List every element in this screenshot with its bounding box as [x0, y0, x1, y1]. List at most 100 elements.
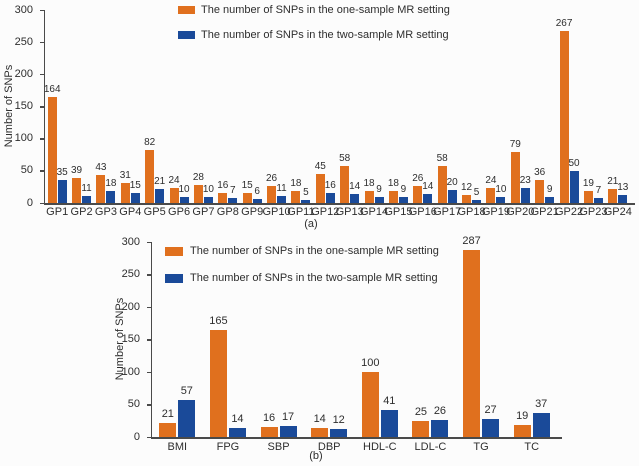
bar-value-two-sample-GP3: 18 — [105, 178, 117, 189]
bar-value-two-sample-GP17: 20 — [446, 177, 458, 188]
bar-two-sample-GP20 — [520, 188, 530, 203]
legend-swatch-one-sample-a — [178, 6, 195, 14]
bar-two-sample-FPG — [228, 428, 246, 437]
bar-one-sample-GP22 — [559, 31, 569, 203]
x-tick-label-GP15: GP15 — [384, 206, 413, 218]
bar-value-two-sample-GP15: 9 — [400, 184, 407, 195]
bar-value-one-sample-SBP: 16 — [262, 412, 276, 424]
y-axis-title-b: Number of SNPs — [114, 297, 126, 381]
bar-one-sample-TG — [463, 250, 481, 437]
x-tick-label-BMI: BMI — [167, 441, 188, 453]
bar-value-two-sample-GP7: 10 — [202, 184, 214, 195]
bar-value-two-sample-GP14: 9 — [376, 184, 382, 195]
x-tick-label-TC: TC — [524, 441, 540, 453]
x-tick-label-GP12: GP12 — [311, 206, 340, 218]
y-tick-label-a: 50 — [20, 164, 33, 177]
bar-value-two-sample-GP21: 9 — [546, 184, 553, 195]
y-tick-b — [146, 306, 151, 308]
bar-value-one-sample-GP24: 21 — [607, 176, 619, 187]
y-tick-a — [39, 106, 44, 108]
bar-two-sample-SBP — [279, 426, 297, 437]
bar-value-two-sample-TC: 37 — [535, 398, 548, 410]
y-tick-a — [39, 9, 44, 11]
bar-value-one-sample-GP4: 31 — [119, 170, 131, 181]
x-tick-label-GP23: GP23 — [579, 206, 608, 218]
x-tick-label-GP2: GP2 — [70, 206, 93, 218]
y-tick-label-a: 150 — [14, 100, 33, 112]
y-tick-b — [146, 371, 151, 373]
bar-value-one-sample-GP6: 24 — [168, 175, 180, 186]
legend-label-two-sample-a: The number of SNPs in the two-sample MR … — [201, 29, 449, 41]
y-tick-label-a: 300 — [14, 3, 33, 16]
bar-value-one-sample-GP7: 28 — [192, 172, 204, 183]
y-tick-a — [39, 73, 44, 76]
bar-value-two-sample-GP5: 21 — [154, 176, 166, 187]
y-tick-label-b: 200 — [121, 300, 140, 313]
bar-value-two-sample-FPG: 14 — [231, 413, 244, 425]
caption-b: (b) — [309, 450, 323, 462]
x-tick-label-GP13: GP13 — [335, 206, 364, 218]
bar-value-one-sample-GP3: 43 — [95, 162, 107, 173]
bar-value-one-sample-GP15: 18 — [387, 178, 399, 189]
legend-swatch-one-sample-b — [165, 247, 183, 256]
bar-value-one-sample-GP11: 18 — [290, 178, 302, 189]
bar-two-sample-TG — [482, 419, 500, 437]
bar-two-sample-GP15 — [398, 197, 408, 203]
caption-a: (a) — [304, 218, 318, 230]
bar-value-one-sample-GP22: 267 — [555, 18, 573, 29]
x-tick-label-GP9: GP9 — [241, 206, 264, 218]
x-axis-b — [150, 437, 562, 439]
bar-value-one-sample-TC: 19 — [516, 410, 529, 422]
bar-value-two-sample-GP13: 14 — [349, 181, 361, 192]
bar-value-one-sample-GP23: 19 — [582, 178, 594, 189]
bar-value-one-sample-GP17: 58 — [436, 153, 448, 164]
bar-value-one-sample-GP20: 79 — [509, 139, 521, 150]
bar-value-one-sample-TG: 287 — [462, 235, 481, 247]
bar-value-one-sample-FPG: 165 — [209, 315, 228, 327]
y-tick-label-b: 150 — [121, 333, 140, 345]
bar-one-sample-GP9 — [242, 193, 252, 203]
bar-one-sample-DBP — [311, 428, 329, 437]
bar-two-sample-GP14 — [374, 197, 384, 203]
x-tick-label-GP16: GP16 — [408, 206, 437, 218]
x-tick-label-GP22: GP22 — [554, 206, 584, 218]
bar-two-sample-GP7 — [203, 197, 213, 203]
bar-one-sample-GP17 — [437, 166, 447, 203]
bar-two-sample-GP18 — [472, 200, 482, 203]
legend-label-one-sample-b: The number of SNPs in the one-sample MR … — [190, 245, 439, 257]
bar-one-sample-GP8 — [218, 193, 228, 203]
bar-two-sample-GP1 — [57, 180, 67, 203]
bar-two-sample-GP12 — [325, 193, 335, 203]
bar-two-sample-BMI — [178, 400, 196, 437]
bar-two-sample-GP17 — [447, 190, 457, 203]
bar-value-one-sample-GP10: 26 — [266, 173, 278, 184]
y-tick-label-a: 250 — [14, 35, 33, 48]
bar-two-sample-GP5 — [155, 189, 165, 203]
bar-value-one-sample-GP5: 82 — [144, 137, 156, 148]
bar-one-sample-GP10 — [267, 186, 277, 203]
bar-value-one-sample-GP2: 39 — [71, 165, 83, 176]
x-tick-label-LDL-C: LDL-C — [414, 441, 447, 453]
x-tick-label-GP1: GP1 — [46, 206, 69, 218]
x-tick-label-GP18: GP18 — [457, 206, 486, 218]
x-tick-label-DBP: DBP — [317, 441, 341, 453]
bar-value-one-sample-GP14: 18 — [363, 178, 375, 189]
x-tick-label-GP21: GP21 — [530, 206, 559, 218]
bar-value-two-sample-BMI: 57 — [180, 385, 193, 397]
bar-one-sample-GP16 — [413, 186, 423, 203]
bar-one-sample-LDL-C — [412, 421, 430, 437]
bar-one-sample-GP14 — [364, 191, 374, 203]
y-tick-b — [146, 404, 151, 406]
bar-two-sample-GP16 — [423, 194, 433, 203]
x-tick-label-GP20: GP20 — [506, 206, 535, 218]
bar-value-two-sample-GP2: 11 — [81, 183, 92, 194]
y-axis-title-a: Number of SNPs — [3, 64, 15, 148]
x-tick-label-SBP: SBP — [267, 441, 290, 453]
bar-value-one-sample-HDL-C: 100 — [361, 357, 380, 369]
y-tick-label-b: 0 — [133, 430, 140, 443]
bar-one-sample-GP5 — [145, 150, 155, 203]
y-tick-a — [39, 170, 44, 172]
y-tick-b — [146, 339, 151, 341]
bar-one-sample-GP1 — [47, 97, 57, 203]
bar-value-two-sample-GP22: 50 — [568, 158, 580, 169]
